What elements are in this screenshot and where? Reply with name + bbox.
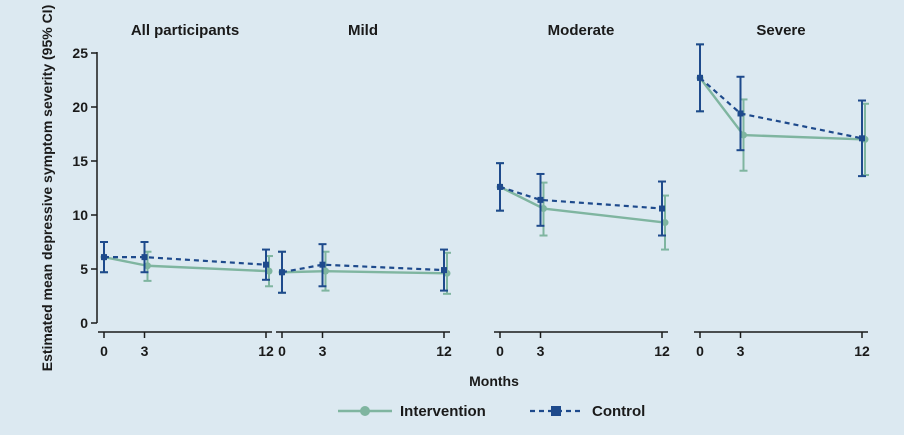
data-point <box>263 261 269 268</box>
chart-legend: Intervention Control <box>338 403 645 420</box>
y-axis-title: Estimated mean depressive symptom severi… <box>39 5 55 372</box>
series-control <box>278 243 448 294</box>
x-tick-label: 12 <box>436 343 452 359</box>
data-point <box>697 74 703 81</box>
x-tick-label: 12 <box>654 343 670 359</box>
y-tick-label: 5 <box>80 261 88 277</box>
x-tick-label: 12 <box>854 343 870 359</box>
y-tick-label: 10 <box>72 207 88 223</box>
data-point <box>537 196 544 203</box>
panel-title: Mild <box>348 22 378 39</box>
data-point <box>661 219 669 227</box>
y-axis: 0 5 10 15 20 25 <box>72 45 98 331</box>
data-point <box>144 262 151 270</box>
x-tick-label: 3 <box>141 343 149 359</box>
x-tick-label: 0 <box>696 343 704 359</box>
y-tick-label: 0 <box>80 315 88 331</box>
x-tick-label: 3 <box>737 343 745 359</box>
series-control <box>696 43 866 178</box>
x-tick-label: 0 <box>496 343 504 359</box>
legend-item-intervention: Intervention <box>338 403 486 420</box>
legend-label: Control <box>592 403 645 420</box>
data-point <box>322 267 329 275</box>
legend-swatch-marker <box>360 406 370 416</box>
panel-1: Mild 0 3 12 <box>276 22 452 359</box>
panel-2: Moderate 0 3 12 <box>494 22 670 359</box>
data-point <box>859 135 865 142</box>
series-line <box>281 263 445 274</box>
panel-0: All participants 0 3 12 <box>98 22 274 359</box>
x-tick-label: 0 <box>100 343 108 359</box>
legend-label: Intervention <box>400 403 486 420</box>
y-tick-label: 20 <box>72 99 88 115</box>
legend-swatch-marker <box>551 406 561 416</box>
data-point <box>101 254 107 261</box>
x-tick-label: 3 <box>537 343 545 359</box>
data-point <box>319 261 326 268</box>
x-tick-label: 12 <box>258 343 274 359</box>
panel-title: Moderate <box>548 22 615 39</box>
data-point <box>737 110 744 117</box>
x-tick-label: 0 <box>278 343 286 359</box>
data-point <box>497 183 503 190</box>
data-point <box>141 254 148 261</box>
data-point <box>740 131 747 139</box>
x-tick-label: 3 <box>319 343 327 359</box>
data-point <box>540 205 547 213</box>
data-point <box>659 205 665 212</box>
panel-title: Severe <box>756 22 805 39</box>
data-point <box>279 269 285 276</box>
panel-3: Severe 0 3 12 <box>694 22 870 359</box>
x-axis-title: Months <box>469 373 519 389</box>
series-control <box>496 162 666 237</box>
series-line <box>699 77 863 140</box>
data-point <box>441 267 447 274</box>
series-control <box>100 241 270 281</box>
y-tick-label: 25 <box>72 45 88 61</box>
legend-item-control: Control <box>530 403 645 420</box>
panel-title: All participants <box>131 22 239 39</box>
data-point <box>265 267 273 275</box>
y-tick-label: 15 <box>72 153 88 169</box>
